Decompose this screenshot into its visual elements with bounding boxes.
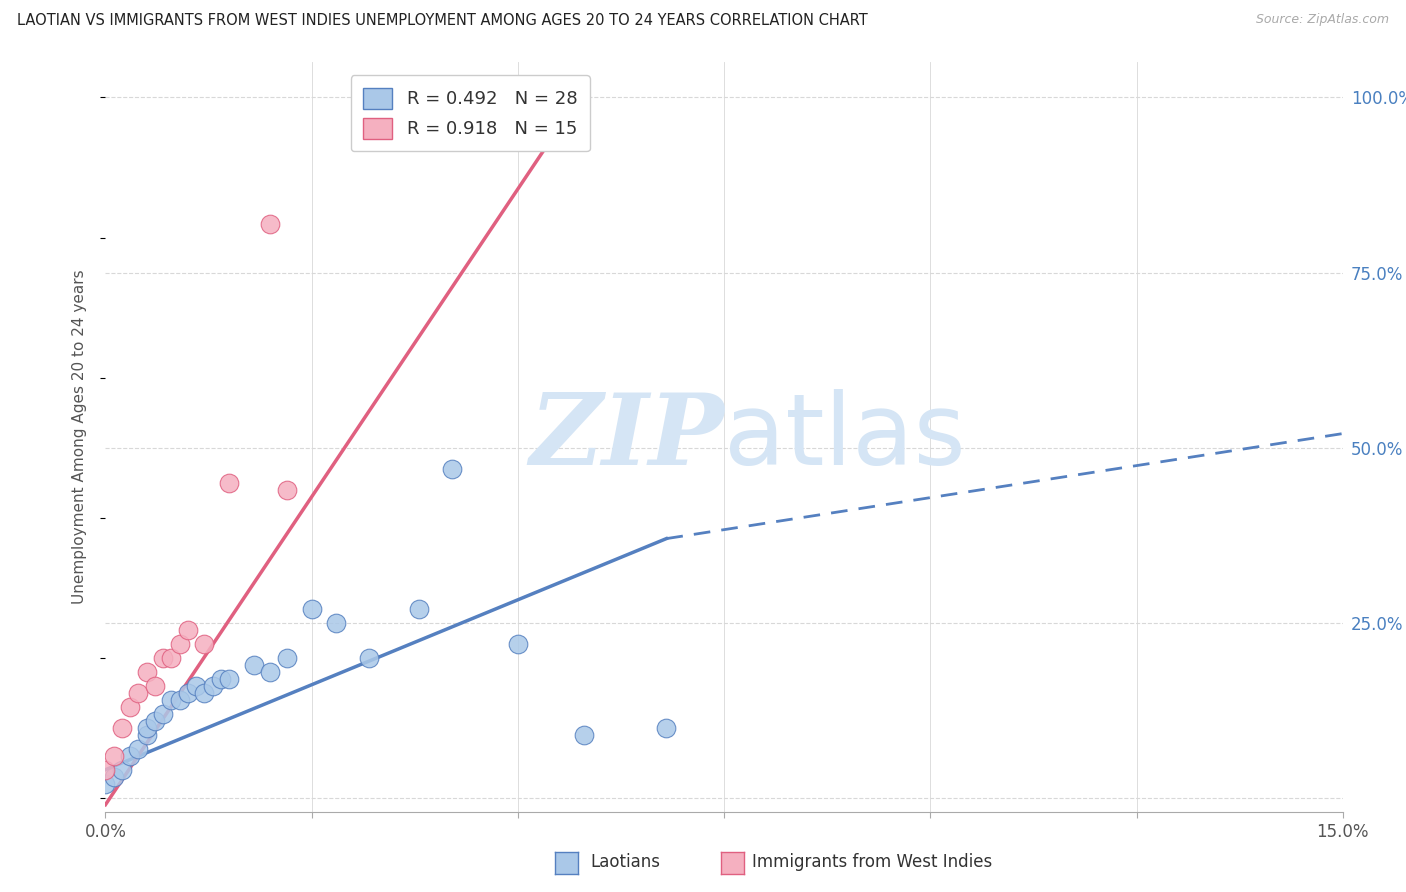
Point: [177, 686, 200, 700]
Point: [135, 728, 157, 742]
Point: [127, 686, 149, 700]
Point: [193, 637, 215, 651]
Point: [152, 650, 174, 665]
Point: [143, 679, 166, 693]
Point: [359, 650, 381, 665]
Text: ZIP: ZIP: [529, 389, 724, 485]
Point: [160, 650, 183, 665]
Point: [440, 461, 463, 475]
Point: [111, 721, 134, 735]
Point: [218, 672, 240, 686]
Point: [143, 714, 166, 728]
Point: [259, 665, 281, 679]
Text: atlas: atlas: [724, 389, 966, 485]
Point: [135, 721, 157, 735]
Point: [111, 763, 134, 777]
Text: Immigrants from West Indies: Immigrants from West Indies: [752, 853, 993, 871]
Point: [301, 601, 323, 615]
Text: Laotians: Laotians: [591, 853, 661, 871]
Legend: R = 0.492   N = 28, R = 0.918   N = 15: R = 0.492 N = 28, R = 0.918 N = 15: [352, 75, 591, 152]
Point: [169, 637, 191, 651]
Point: [259, 217, 281, 231]
Point: [218, 475, 240, 490]
Point: [243, 657, 266, 672]
Point: [276, 483, 298, 497]
Point: [160, 692, 183, 706]
Point: [135, 665, 157, 679]
Point: [103, 748, 125, 763]
Point: [186, 679, 208, 693]
Point: [127, 741, 149, 756]
Point: [325, 615, 347, 630]
Point: [94, 763, 117, 777]
Y-axis label: Unemployment Among Ages 20 to 24 years: Unemployment Among Ages 20 to 24 years: [72, 269, 87, 605]
Point: [152, 706, 174, 721]
Point: [169, 692, 191, 706]
Point: [408, 601, 430, 615]
Text: LAOTIAN VS IMMIGRANTS FROM WEST INDIES UNEMPLOYMENT AMONG AGES 20 TO 24 YEARS CO: LAOTIAN VS IMMIGRANTS FROM WEST INDIES U…: [17, 13, 868, 29]
Text: Source: ZipAtlas.com: Source: ZipAtlas.com: [1256, 13, 1389, 27]
Point: [103, 770, 125, 784]
Point: [120, 699, 142, 714]
Point: [506, 637, 529, 651]
Point: [209, 672, 232, 686]
Point: [120, 748, 142, 763]
Point: [193, 686, 215, 700]
Point: [572, 728, 595, 742]
Point: [201, 679, 224, 693]
Point: [177, 623, 200, 637]
Point: [276, 650, 298, 665]
Point: [94, 777, 117, 791]
Point: [655, 721, 678, 735]
